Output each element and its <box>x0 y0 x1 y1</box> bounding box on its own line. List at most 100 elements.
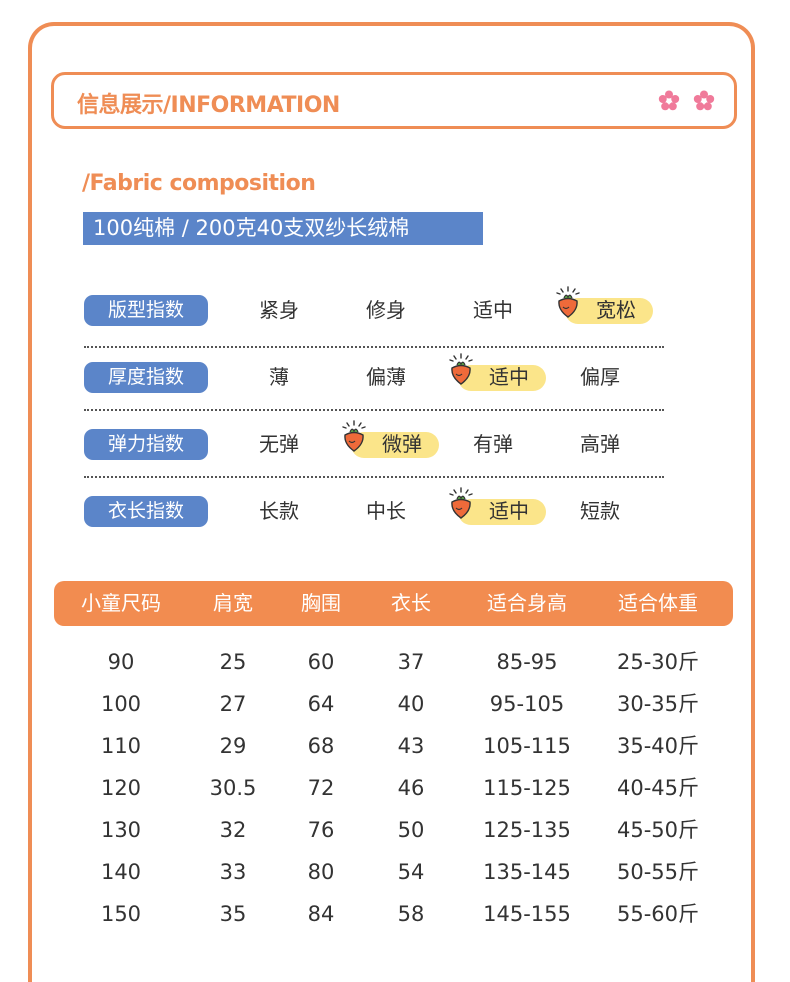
table-cell: 100 <box>100 692 142 716</box>
carrot-icon <box>342 420 366 452</box>
index-option: 紧身 <box>259 298 299 322</box>
index-option: 有弹 <box>473 432 513 456</box>
column-header: 适合体重 <box>618 591 698 615</box>
table-cell: 30.5 <box>209 776 257 800</box>
index-row: 衣长指数 长款 中长 适中 短款 <box>84 487 664 532</box>
index-label: 衣长指数 <box>84 496 208 527</box>
index-option: 适中 <box>473 298 513 322</box>
table-cell: 55-60斤 <box>616 902 700 926</box>
column-header: 适合身高 <box>487 591 567 615</box>
table-cell: 35-40斤 <box>616 734 700 758</box>
table-cell: 40 <box>397 692 425 716</box>
column-header: 小童尺码 <box>81 591 161 615</box>
carrot-icon <box>449 353 473 385</box>
table-cell: 37 <box>397 650 425 674</box>
table-cell: 50-55斤 <box>616 860 700 884</box>
table-cell: 90 <box>107 650 135 674</box>
table-cell: 45-50斤 <box>616 818 700 842</box>
index-option: 偏薄 <box>366 365 406 389</box>
table-cell: 29 <box>219 734 247 758</box>
index-option: 短款 <box>580 499 620 523</box>
table-cell: 76 <box>307 818 335 842</box>
table-cell: 140 <box>100 860 142 884</box>
fabric-composition-value: 100纯棉 / 200克40支双纱长绒棉 <box>83 212 483 245</box>
carrot-icon <box>449 487 473 519</box>
size-table-header: 小童尺码 肩宽 胸围 衣长 适合身高 适合体重 <box>54 581 733 626</box>
index-option: 偏厚 <box>580 365 620 389</box>
flower-icon <box>693 90 715 111</box>
table-cell: 135-145 <box>483 860 571 884</box>
table-cell: 130 <box>100 818 142 842</box>
table-cell: 95-105 <box>489 692 565 716</box>
index-option-selected: 微弹 <box>331 420 441 460</box>
index-option-selected: 宽松 <box>545 286 655 326</box>
index-option-selected: 适中 <box>438 353 548 393</box>
table-cell: 33 <box>219 860 247 884</box>
table-cell: 30-35斤 <box>616 692 700 716</box>
index-label: 弹力指数 <box>84 429 208 460</box>
table-cell: 110 <box>100 734 142 758</box>
table-cell: 120 <box>100 776 142 800</box>
table-cell: 150 <box>100 902 142 926</box>
carrot-icon <box>556 286 580 318</box>
table-cell: 125-135 <box>483 818 571 842</box>
section-title: 信息展示/INFORMATION <box>77 93 340 118</box>
table-cell: 80 <box>307 860 335 884</box>
dotted-divider <box>84 409 664 411</box>
index-option: 高弹 <box>580 432 620 456</box>
index-option-label: 微弹 <box>382 432 422 456</box>
index-option: 中长 <box>366 499 406 523</box>
selected-highlight <box>458 499 546 525</box>
flower-icon <box>658 90 680 111</box>
selected-highlight <box>458 365 546 391</box>
table-cell: 85-95 <box>496 650 558 674</box>
table-cell: 43 <box>397 734 425 758</box>
table-cell: 54 <box>397 860 425 884</box>
index-option-label: 适中 <box>489 499 529 523</box>
table-cell: 46 <box>397 776 425 800</box>
index-row: 厚度指数 薄 偏薄 适中 偏厚 <box>84 353 664 398</box>
index-option-selected: 适中 <box>438 487 548 527</box>
info-card <box>28 22 755 982</box>
table-cell: 68 <box>307 734 335 758</box>
index-option: 修身 <box>366 298 406 322</box>
table-row: 90 25 60 37 85-95 25-30斤 <box>0 641 790 683</box>
table-cell: 25 <box>219 650 247 674</box>
index-label: 版型指数 <box>84 295 208 326</box>
table-row: 110 29 68 43 105-115 35-40斤 <box>0 725 790 767</box>
column-header: 肩宽 <box>213 591 253 615</box>
index-option: 长款 <box>259 499 299 523</box>
table-cell: 84 <box>307 902 335 926</box>
column-header: 衣长 <box>391 591 431 615</box>
table-cell: 25-30斤 <box>616 650 700 674</box>
flower-decoration <box>651 89 716 113</box>
table-cell: 32 <box>219 818 247 842</box>
table-cell: 27 <box>219 692 247 716</box>
table-cell: 50 <box>397 818 425 842</box>
section-header: 信息展示/INFORMATION <box>51 72 737 129</box>
selected-highlight <box>565 298 653 324</box>
dotted-divider <box>84 346 664 348</box>
table-row: 130 32 76 50 125-135 45-50斤 <box>0 809 790 851</box>
table-cell: 105-115 <box>483 734 571 758</box>
table-cell: 115-125 <box>483 776 571 800</box>
index-row: 弹力指数 无弹 微弹 有弹 高弹 <box>84 420 664 465</box>
selected-highlight <box>351 432 439 458</box>
index-option: 无弹 <box>259 432 299 456</box>
table-cell: 35 <box>219 902 247 926</box>
dotted-divider <box>84 476 664 478</box>
table-row: 120 30.5 72 46 115-125 40-45斤 <box>0 767 790 809</box>
index-option-label: 适中 <box>489 365 529 389</box>
table-row: 100 27 64 40 95-105 30-35斤 <box>0 683 790 725</box>
index-option: 薄 <box>269 365 289 389</box>
table-row: 140 33 80 54 135-145 50-55斤 <box>0 851 790 893</box>
table-cell: 40-45斤 <box>616 776 700 800</box>
fabric-composition-label: /Fabric composition <box>82 171 316 196</box>
table-cell: 145-155 <box>483 902 571 926</box>
table-cell: 58 <box>397 902 425 926</box>
table-cell: 72 <box>307 776 335 800</box>
column-header: 胸围 <box>301 591 341 615</box>
table-cell: 64 <box>307 692 335 716</box>
index-option-label: 宽松 <box>596 298 636 322</box>
index-label: 厚度指数 <box>84 362 208 393</box>
